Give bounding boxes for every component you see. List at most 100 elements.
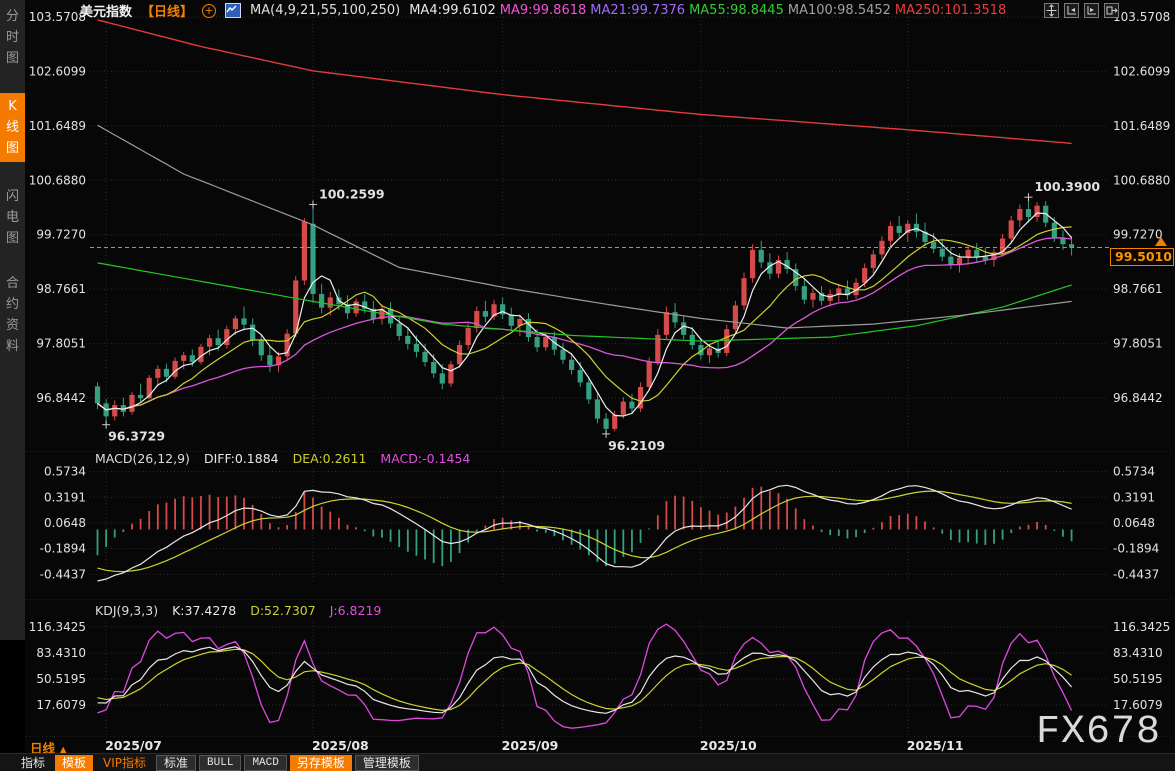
candle-body [370,308,376,319]
ma-settings-label[interactable]: MA(4,9,21,55,100,250) [250,3,401,18]
price-tick-right: 103.5708 [1113,10,1170,24]
scale-left-axis-icon[interactable] [1064,3,1079,18]
toolbar-tab-7[interactable]: 管理模板 [354,754,419,771]
ma-value-label: MA250:101.3518 [894,3,1007,18]
candle-body [1060,237,1066,245]
toolbar-tab-4[interactable]: BULL [199,754,242,771]
macd-dea-value: DEA:0.2611 [292,451,367,466]
candle-body [94,386,101,404]
candle-body [155,368,161,378]
candle-body [594,399,601,419]
toolbar-tab-3[interactable]: 标准 [156,754,197,771]
ma55-line [97,262,1072,342]
add-indicator-icon[interactable]: + [202,3,217,18]
candle-body [603,418,609,429]
period-selector[interactable]: 日线 ▲ [30,738,67,757]
candle-body [465,328,471,346]
candle-body [1025,209,1032,218]
period-selector-label: 日线 [30,741,56,756]
kdj-tick-left: 116.3425 [29,620,86,634]
sidebar-bottom-spacer [0,640,25,771]
toolbar-tab-0[interactable]: 指标 [21,755,46,770]
price-tick-left: 101.6489 [29,119,86,133]
price-tick-left: 96.8442 [36,391,86,405]
candle-body [672,312,678,323]
kdj-j-value: J:6.8219 [329,603,382,618]
candle-body [862,267,868,283]
candle-body [663,312,670,335]
candle-body [172,360,178,377]
kdj-title[interactable]: KDJ(9,3,3) [95,603,159,618]
candle-body [844,288,851,296]
candle-body [931,241,937,249]
chart-type-icon[interactable] [225,3,242,18]
candle-body [1068,244,1075,248]
candle-body [250,324,256,341]
candle-body [1000,238,1006,253]
candle-body [818,292,825,301]
candle-body [982,256,988,261]
candle-body [974,249,980,257]
toolbar-tab-1[interactable]: 模板 [55,754,94,771]
macd-title[interactable]: MACD(26,12,9) [95,451,190,466]
candle-body [431,362,437,374]
price-tick-right: 100.6880 [1113,173,1170,187]
candle-body [500,304,506,315]
candle-body [706,348,713,356]
price-tick-right: 97.8051 [1113,337,1163,351]
kdj-tick-right: 116.3425 [1113,620,1170,634]
candle-body [138,394,144,399]
candle-body [517,318,523,326]
ma-value-label: MA55:98.8445 [689,3,784,18]
candle-body [870,254,876,268]
ma100-line [97,124,1072,329]
kdj-tick-right: 50.5195 [1113,672,1163,686]
watermark: FX678 [1036,710,1162,755]
candle-body [439,373,445,384]
price-annotation: 96.2109 [608,438,665,453]
candle-body [569,359,575,370]
candle-body [482,311,488,317]
candle-body [896,226,902,233]
candle-body [775,260,782,274]
candle-body [1008,220,1014,239]
macd-diff-value: DIFF:0.1884 [203,451,279,466]
sidebar-item-0[interactable]: 分时图 [5,9,19,66]
candle-body [1051,222,1057,238]
exit-scale-icon[interactable] [1104,3,1119,18]
candle-body [543,337,549,348]
candle-body [784,260,790,270]
candle-body [284,333,290,357]
price-annotation: 96.3729 [108,429,165,444]
toolbar-tab-6[interactable]: 另存模板 [289,754,352,771]
sidebar-item-2[interactable]: 闪电图 [5,189,19,246]
candle-body [887,226,894,241]
candle-body [629,401,635,409]
macd-header: MACD(26,12,9) DIFF:0.1884 DEA:0.2611 MAC… [95,451,470,466]
macd-tick-right: 0.0648 [1113,516,1155,530]
macd-tick-left: 0.3191 [44,490,86,504]
candle-body [206,338,213,347]
candle-body [232,318,239,330]
candle-body [612,414,618,429]
ma-value-label: MA100:98.5452 [787,3,891,18]
candle-body [293,280,299,334]
scale-right-axis-icon[interactable] [1084,3,1099,18]
candle-body [112,405,118,417]
pan-icon[interactable] [1044,3,1059,18]
toolbar-tab-2[interactable]: VIP指标 [103,755,147,770]
toolbar-tab-5[interactable]: MACD [244,754,287,771]
ma-values: MA4:99.6102 MA9:99.8618 MA21:99.7376 MA55:9… [409,3,1010,18]
candle-body [275,356,282,366]
candle-body [344,304,351,314]
macd-tick-right: -0.1894 [1113,542,1159,556]
sidebar-item-3[interactable]: 合约资料 [5,276,19,354]
candle-body [801,286,807,300]
candle-body [793,269,799,287]
candle-body [732,305,738,330]
period-tag[interactable]: 【日线】 [141,5,194,20]
price-tick-right: 102.6099 [1113,64,1170,78]
